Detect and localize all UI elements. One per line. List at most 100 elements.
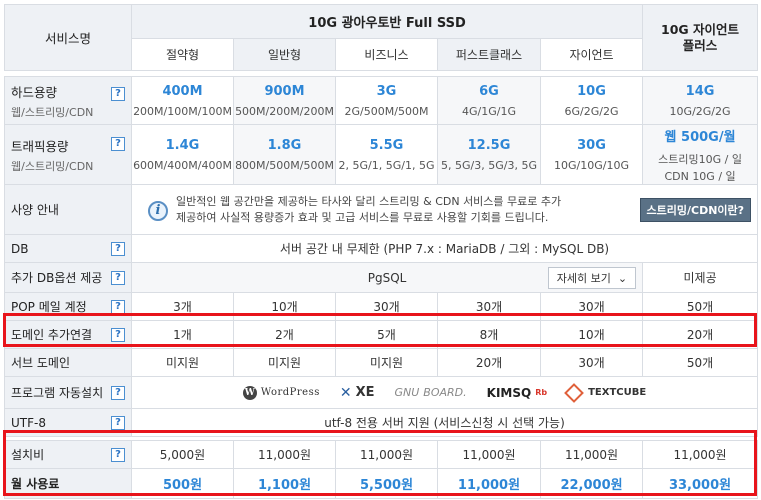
auto-install-logos: W WordPress ✕ XE GNU BOARD. KIMSQ Rb TEXTCUB…	[130, 376, 759, 409]
table-cell: 400M 200M/100M/100M	[131, 76, 234, 125]
table-cell: 30개	[335, 292, 438, 321]
help-icon[interactable]: ?	[111, 299, 125, 314]
setup-fee-row: 설치비? 5,000원 11,000원 11,000원 11,000원 11,0…	[4, 440, 759, 469]
help-icon[interactable]: ?	[111, 447, 125, 462]
chevron-down-icon: ⌄	[617, 272, 628, 285]
auto-install-label: 프로그램 자동설치?	[4, 376, 132, 409]
db-label: DB?	[4, 234, 132, 263]
spec-info: i 일반적인 웹 공간만을 제공하는 타사와 달리 스트리밍 & CDN 서비스…	[130, 184, 759, 235]
table-cell: 5,000원	[131, 440, 234, 469]
table-cell: 11,000원	[335, 440, 438, 469]
db-row: DB? 서버 공간 내 무제한 (PHP 7.x : MariaDB / 그외 …	[4, 234, 759, 263]
monthly-fee-row: 월 사용료 500원 1,100원 5,500원 11,000원 22,000원…	[4, 468, 759, 499]
table-cell: 3G 2G/500M/500M	[335, 76, 438, 125]
monthly-fee-label: 월 사용료	[4, 468, 132, 499]
table-cell: 20개	[437, 348, 541, 377]
disk-row: 하드용량 웹/스트리밍/CDN ? 400M 200M/100M/100M 900…	[4, 76, 759, 125]
table-cell: 2개	[233, 320, 336, 349]
help-icon[interactable]: ?	[111, 385, 125, 400]
table-cell: 5개	[335, 320, 438, 349]
spec-text: 일반적인 웹 공간만을 제공하는 타사와 달리 스트리밍 & CDN 서비스를 …	[176, 195, 562, 224]
table-cell: 1개	[131, 320, 234, 349]
table-cell: 20개	[642, 320, 759, 349]
traffic-row: 트래픽용량 웹/스트리밍/CDN ? 1.4G 600M/400M/400M 1.…	[4, 124, 759, 185]
table-cell: 11,000원	[539, 440, 644, 469]
streaming-cdn-button[interactable]: 스트리밍/CDN이란?	[639, 198, 752, 222]
table-cell: 3개	[131, 292, 234, 321]
table-cell: 6G 4G/1G/1G	[437, 76, 541, 125]
wordpress-icon: W	[242, 385, 257, 400]
table-cell: 미지원	[335, 348, 438, 377]
table-cell: 8개	[437, 320, 541, 349]
table-cell: 11,000원	[233, 440, 336, 469]
table-cell: 30G 10G/10G/10G	[539, 124, 644, 185]
service-name-header: 서비스명	[4, 4, 132, 71]
tab-plan-3[interactable]: 비즈니스	[335, 38, 438, 71]
tab-plan-1[interactable]: 절약형	[131, 38, 234, 71]
tab-plan-2[interactable]: 일반형	[233, 38, 336, 71]
group-title: 10G 광아우토반 Full SSD	[130, 4, 644, 39]
table-cell: 5,500원	[335, 468, 438, 499]
spec-row: 사양 안내 i 일반적인 웹 공간만을 제공하는 타사와 달리 스트리밍 & C…	[4, 184, 759, 235]
disk-label: 하드용량 웹/스트리밍/CDN ?	[4, 76, 132, 125]
table-cell: 5.5G 2, 5G/1, 5G/1, 5G	[335, 124, 438, 185]
tab-plan-5[interactable]: 자이언트	[539, 38, 644, 71]
table-cell: 900M 500M/200M/200M	[233, 76, 336, 125]
spec-label: 사양 안내	[4, 184, 132, 235]
textcube-logo: TEXTCUBE	[564, 382, 646, 403]
help-icon[interactable]: ?	[111, 87, 125, 101]
table-cell: 30개	[437, 292, 541, 321]
table-cell: 11,000원	[437, 468, 541, 499]
table-cell: 30개	[539, 348, 644, 377]
db-option-label: 추가 DB옵션 제공?	[4, 262, 132, 293]
table-cell: 500원	[131, 468, 234, 499]
table-cell: 1.4G 600M/400M/400M	[131, 124, 234, 185]
setup-fee-label: 설치비?	[4, 440, 132, 469]
db-option-row: 추가 DB옵션 제공? PgSQL 자세히 보기 ⌄ 미제공	[4, 262, 759, 293]
xe-icon: ✕	[339, 384, 352, 401]
domain-add-label: 도메인 추가연결?	[4, 320, 132, 349]
table-cell: 33,000원	[642, 468, 759, 499]
hosting-comparison-table: 서비스명 10G 광아우토반 Full SSD 10G 자이언트 플러스 절약형…	[4, 4, 759, 499]
table-cell: 미지원	[233, 348, 336, 377]
table-cell: 30개	[539, 292, 644, 321]
giant-plus-header: 10G 자이언트 플러스	[642, 4, 759, 71]
sub-domain-label: 서브 도메인	[4, 348, 132, 377]
sub-domain-row: 서브 도메인 미지원 미지원 미지원 20개 30개 50개	[4, 348, 759, 377]
info-icon: i	[148, 201, 168, 221]
utf8-row: UTF-8? utf-8 전용 서버 지원 (서비스신청 시 선택 가능)	[4, 408, 759, 437]
help-icon[interactable]: ?	[111, 327, 125, 342]
utf8-label: UTF-8?	[4, 408, 132, 437]
table-cell: 미지원	[131, 348, 234, 377]
gnuboard-logo: GNU BOARD.	[394, 386, 467, 399]
utf8-value: utf-8 전용 서버 지원 (서비스신청 시 선택 가능)	[130, 408, 759, 437]
kimsq-logo: KIMSQ Rb	[486, 385, 548, 400]
db-option-giant-plus: 미제공	[642, 262, 759, 293]
auto-install-row: 프로그램 자동설치? W WordPress ✕ XE GNU BOARD. KIMS…	[4, 376, 759, 409]
help-icon[interactable]: ?	[111, 137, 125, 151]
table-cell: 22,000원	[539, 468, 644, 499]
table-cell: 11,000원	[642, 440, 759, 469]
table-cell: 1,100원	[233, 468, 336, 499]
help-icon[interactable]: ?	[111, 415, 125, 430]
table-cell: 14G 10G/2G/2G	[642, 76, 759, 125]
help-icon[interactable]: ?	[111, 270, 125, 285]
pop-row: POP 메일 계정? 3개 10개 30개 30개 30개 50개	[4, 292, 759, 321]
table-cell: 웹 500G/월 스트리밍10G / 일 CDN 10G / 일	[642, 124, 759, 185]
table-cell: 12.5G 5, 5G/3, 5G/3, 5G	[437, 124, 541, 185]
pop-label: POP 메일 계정?	[4, 292, 132, 321]
detail-view-button[interactable]: 자세히 보기 ⌄	[547, 267, 637, 289]
help-icon[interactable]: ?	[111, 241, 125, 256]
table-cell: 50개	[642, 292, 759, 321]
xe-logo: ✕ XE	[339, 384, 375, 401]
table-cell: 11,000원	[437, 440, 541, 469]
table-cell: 10개	[539, 320, 644, 349]
table-cell: 10개	[233, 292, 336, 321]
traffic-label: 트래픽용량 웹/스트리밍/CDN ?	[4, 124, 132, 185]
domain-add-row: 도메인 추가연결? 1개 2개 5개 8개 10개 20개	[4, 320, 759, 349]
db-option-value: PgSQL 자세히 보기 ⌄	[130, 262, 644, 293]
db-value: 서버 공간 내 무제한 (PHP 7.x : MariaDB / 그외 : My…	[130, 234, 759, 263]
tab-plan-4[interactable]: 퍼스트클래스	[437, 38, 541, 71]
table-cell: 10G 6G/2G/2G	[539, 76, 644, 125]
wordpress-logo: W WordPress	[242, 385, 320, 400]
